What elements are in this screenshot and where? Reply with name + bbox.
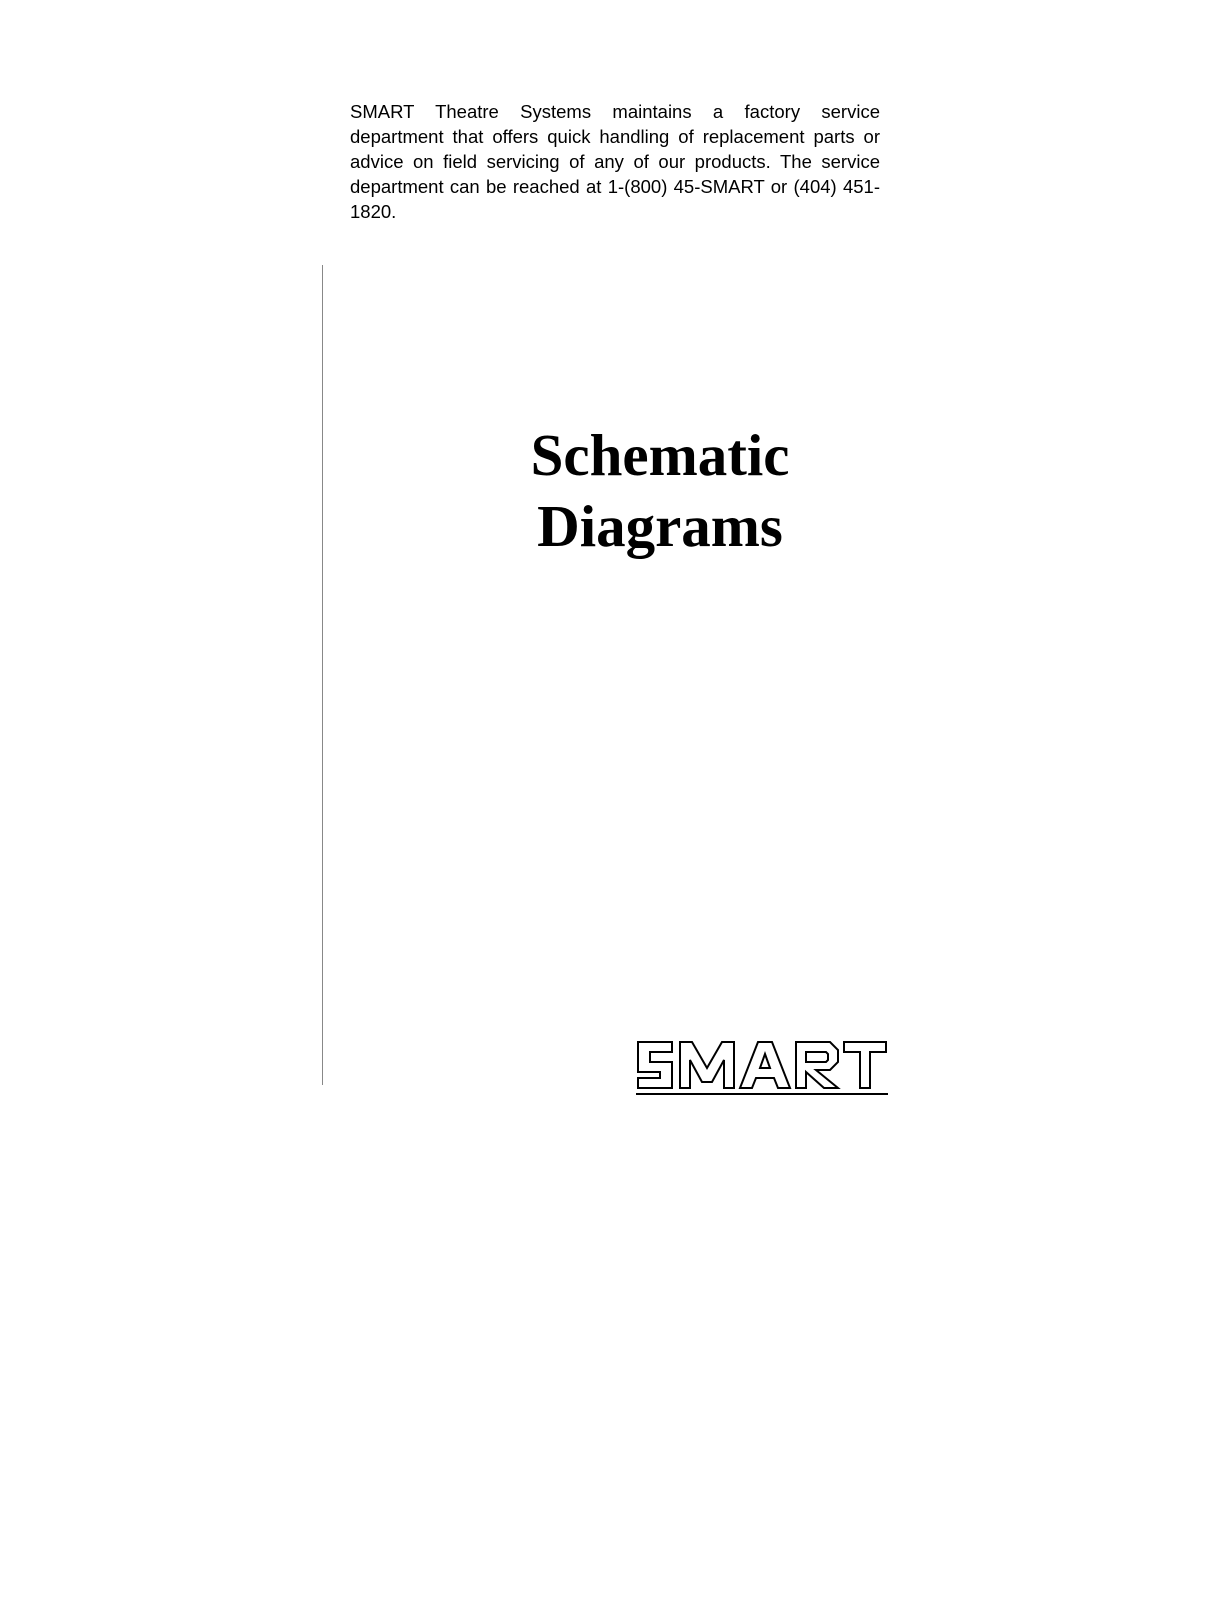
- intro-paragraph: SMART Theatre Systems maintains a factor…: [350, 100, 880, 225]
- title-line-2: Diagrams: [537, 493, 783, 559]
- vertical-divider: [322, 265, 323, 1085]
- page-title: Schematic Diagrams: [420, 420, 900, 562]
- smart-logo-svg: [630, 1030, 890, 1100]
- smart-logo: [630, 1030, 890, 1100]
- title-line-1: Schematic: [531, 422, 790, 488]
